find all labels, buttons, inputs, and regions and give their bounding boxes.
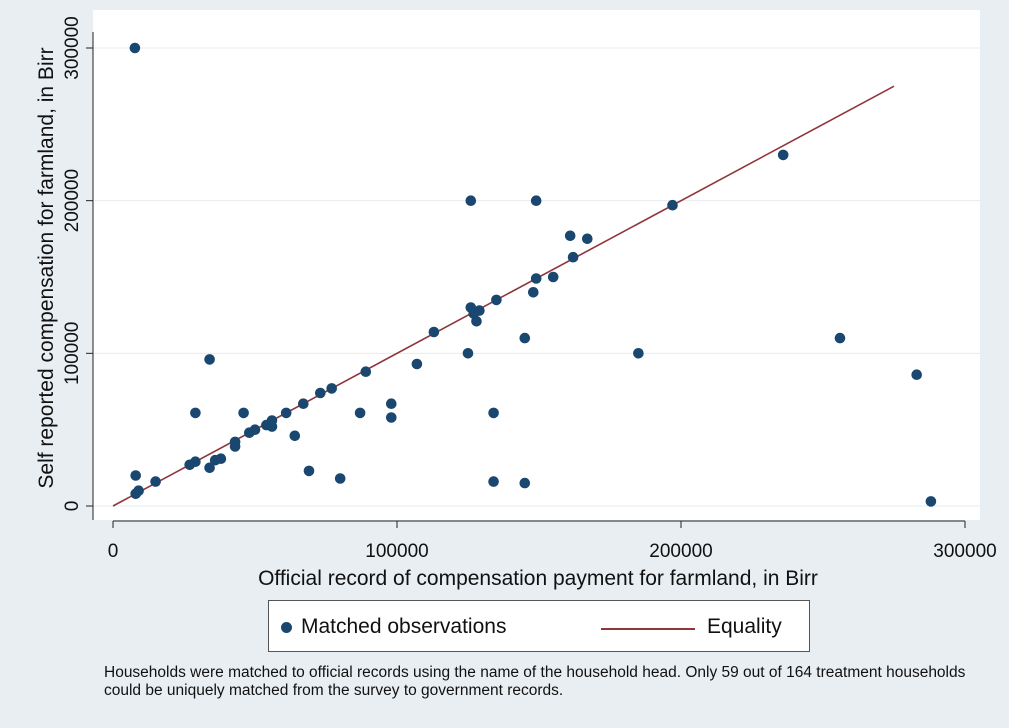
data-point bbox=[204, 354, 215, 365]
equality-line bbox=[112, 85, 895, 507]
legend-label-matched: Matched observations bbox=[301, 615, 507, 638]
y-tick-label: 100000 bbox=[62, 322, 83, 385]
data-point bbox=[238, 407, 249, 419]
data-point bbox=[471, 316, 482, 327]
data-point bbox=[488, 476, 499, 487]
scatter-plot: 0 100000 200000 300000 0 100000 200000 300000 O… bbox=[35, 10, 997, 590]
data-point bbox=[911, 369, 922, 381]
data-point bbox=[530, 273, 542, 284]
x-tick-label: 0 bbox=[108, 541, 119, 562]
data-point bbox=[289, 430, 301, 442]
data-point bbox=[564, 230, 576, 242]
scatter-points bbox=[129, 42, 937, 507]
data-point bbox=[354, 407, 366, 419]
y-tick-label: 0 bbox=[62, 501, 83, 512]
data-point bbox=[130, 488, 141, 500]
data-point bbox=[528, 287, 539, 298]
data-point bbox=[266, 421, 278, 432]
data-point bbox=[834, 332, 846, 344]
data-point bbox=[488, 407, 499, 419]
legend: Matched observations Equality bbox=[268, 600, 810, 652]
data-point bbox=[519, 477, 531, 489]
data-point bbox=[633, 348, 644, 359]
x-axis-title: Official record of compensation payment … bbox=[258, 567, 818, 590]
data-point bbox=[428, 326, 440, 338]
chart-footnote: Households were matched to official reco… bbox=[104, 664, 966, 699]
axis-ticks: 0 100000 200000 300000 0 100000 200000 300000 bbox=[62, 16, 997, 562]
equality-line-layer bbox=[112, 85, 895, 507]
plot-area bbox=[93, 10, 980, 520]
data-point bbox=[386, 398, 397, 410]
data-point bbox=[326, 383, 338, 394]
data-point bbox=[386, 412, 397, 423]
data-point bbox=[315, 387, 326, 399]
y-tick-label: 200000 bbox=[62, 169, 83, 232]
data-point bbox=[411, 358, 423, 370]
data-point bbox=[777, 149, 789, 161]
data-point bbox=[204, 462, 215, 474]
x-tick-label: 100000 bbox=[365, 541, 428, 562]
data-point bbox=[530, 195, 542, 206]
data-point bbox=[567, 251, 579, 263]
data-point bbox=[462, 348, 474, 359]
x-tick-label: 300000 bbox=[933, 541, 996, 562]
data-point bbox=[209, 454, 221, 466]
y-tick-label: 300000 bbox=[62, 16, 83, 79]
data-point bbox=[244, 427, 255, 439]
data-point bbox=[360, 366, 372, 378]
legend-label-equality: Equality bbox=[707, 615, 782, 638]
data-point bbox=[303, 465, 315, 477]
data-point bbox=[491, 294, 502, 306]
data-point bbox=[150, 476, 161, 487]
data-point bbox=[130, 470, 141, 481]
x-tick-label: 200000 bbox=[649, 541, 712, 562]
data-point bbox=[547, 271, 559, 283]
data-point bbox=[334, 473, 346, 484]
data-point bbox=[190, 407, 201, 419]
data-point bbox=[184, 459, 195, 471]
legend-marker-equality bbox=[601, 628, 695, 630]
data-point bbox=[298, 398, 309, 410]
data-point bbox=[925, 496, 937, 507]
data-point bbox=[280, 407, 292, 419]
y-axis-title: Self reported compensation for farmland,… bbox=[35, 47, 58, 488]
data-point bbox=[229, 441, 241, 452]
data-point bbox=[519, 332, 531, 344]
data-point bbox=[667, 199, 678, 211]
data-point bbox=[582, 233, 593, 245]
legend-marker-matched bbox=[281, 622, 292, 633]
data-point bbox=[465, 195, 477, 206]
data-point bbox=[129, 42, 141, 54]
